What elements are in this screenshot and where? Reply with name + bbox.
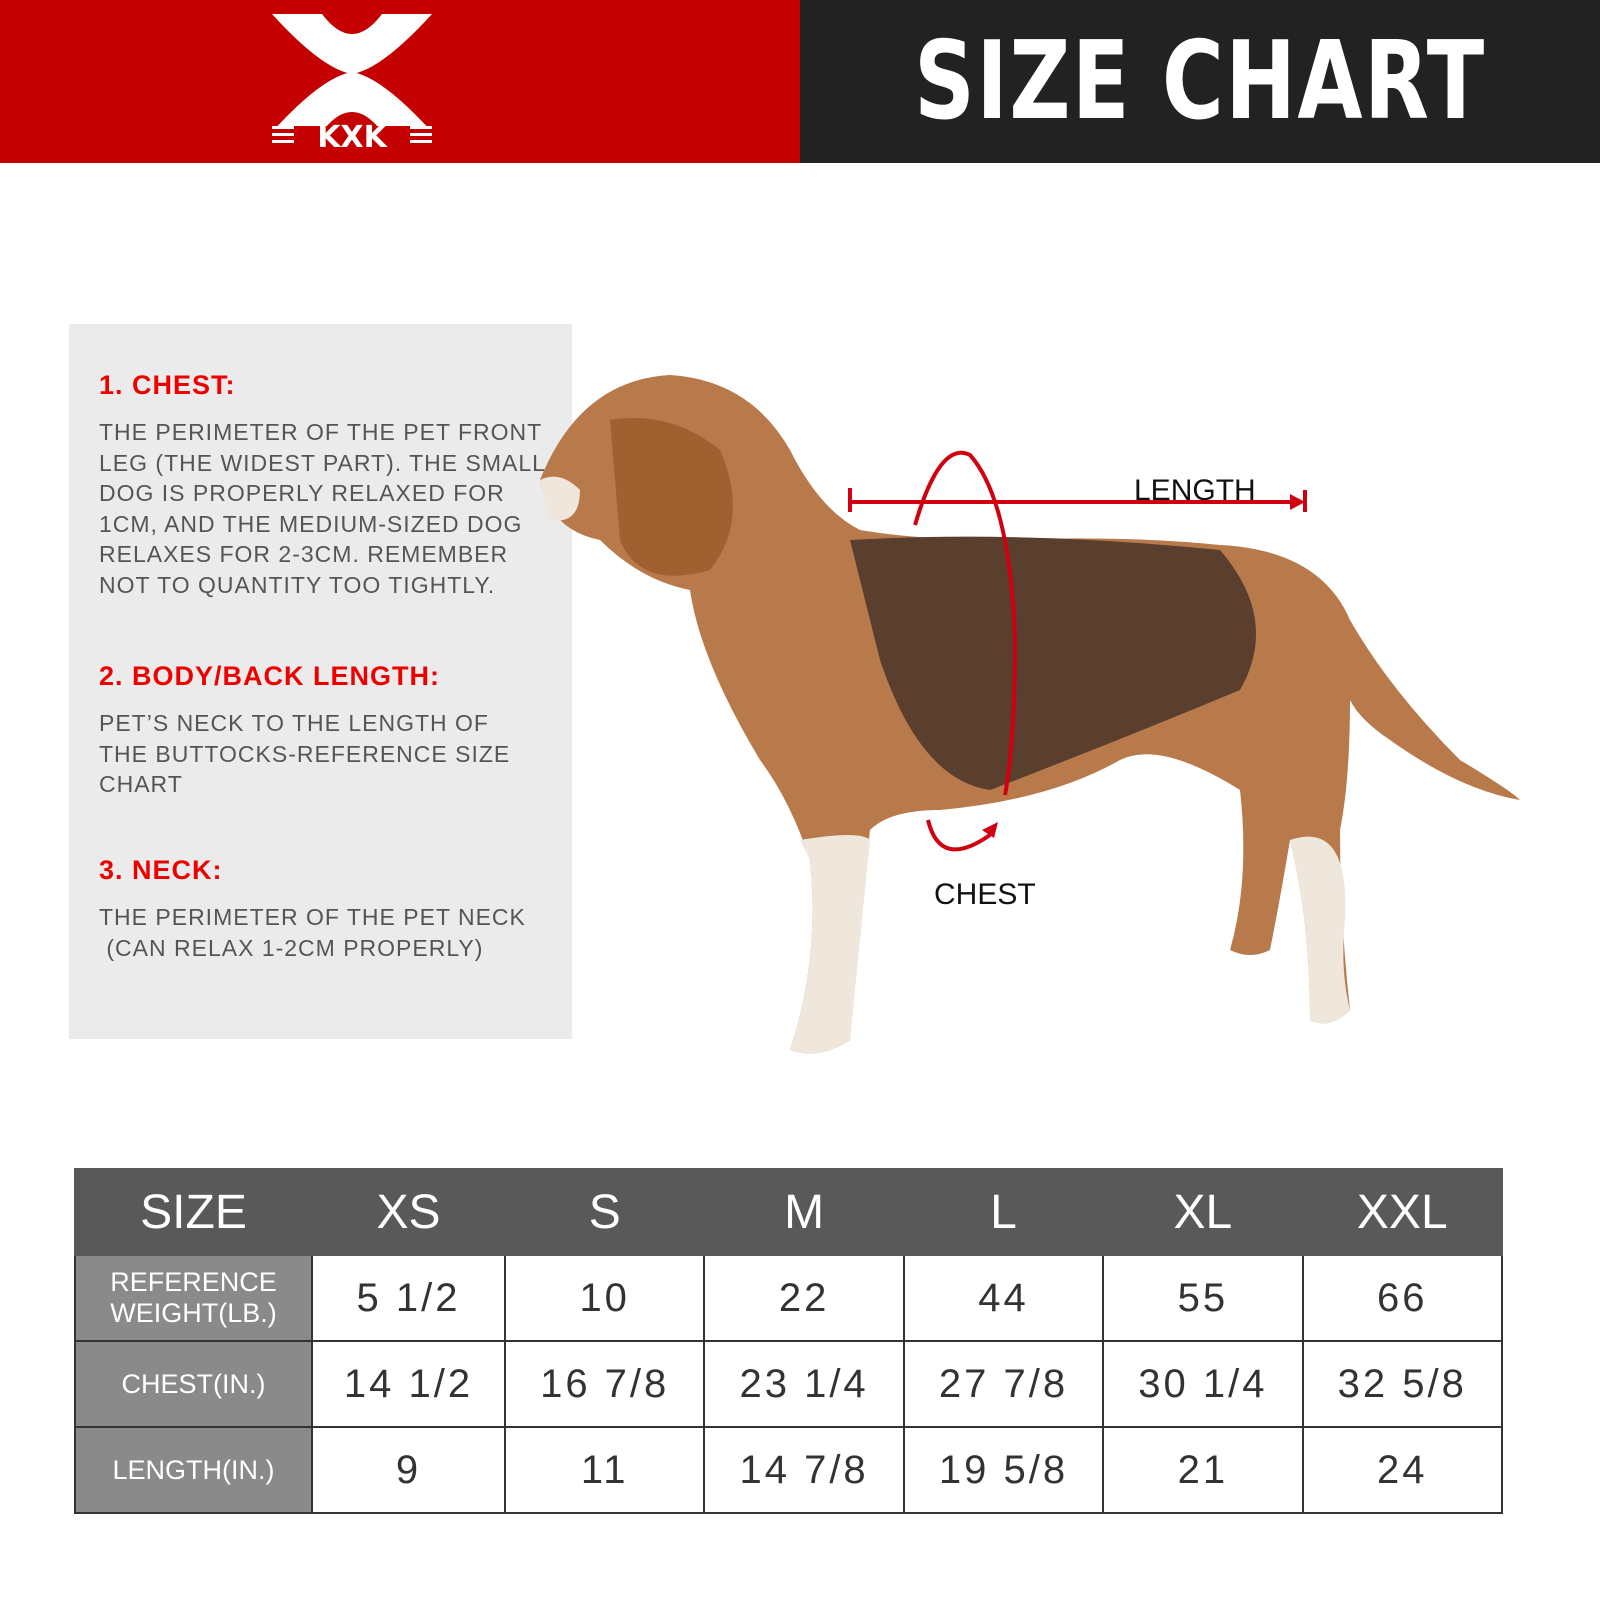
table-cell: 22 <box>703 1254 905 1342</box>
length-label: LENGTH <box>1134 474 1256 507</box>
table-cell: 44 <box>902 1254 1105 1342</box>
beagle-illustration <box>540 375 1520 1054</box>
length-description: PET’S NECK TO THE LENGTH OF THE BUTTOCKS… <box>99 710 511 797</box>
table-cell: 14 7/8 <box>703 1426 905 1514</box>
table-cell: 55 <box>1102 1254 1304 1342</box>
header-size: SIZE <box>74 1168 313 1256</box>
kxk-logo: KXK <box>272 14 432 154</box>
table-cell: 23 1/4 <box>703 1340 905 1428</box>
header-title-area <box>800 0 1600 163</box>
table-header-row: SIZE XS S M L XL XXL <box>74 1168 1504 1256</box>
table-row-weight: REFERENCE WEIGHT(LB.) 5 1/2 10 22 44 55 … <box>74 1254 1504 1342</box>
chest-label: CHEST <box>934 878 1036 911</box>
table-cell: 11 <box>503 1426 706 1514</box>
table-cell: 9 <box>311 1426 506 1514</box>
header-m: M <box>703 1168 905 1256</box>
table-cell: 16 7/8 <box>503 1340 706 1428</box>
header-xs: XS <box>311 1168 506 1256</box>
table-cell: 19 5/8 <box>902 1426 1105 1514</box>
table-cell: 27 7/8 <box>902 1340 1105 1428</box>
header-s: S <box>503 1168 706 1256</box>
row-label: CHEST(IN.) <box>74 1340 313 1428</box>
table-cell: 14 1/2 <box>311 1340 506 1428</box>
logo-text: KXK <box>317 120 388 154</box>
table-row-chest: CHEST(IN.) 14 1/2 16 7/8 23 1/4 27 7/8 3… <box>74 1340 1504 1428</box>
header-xl: XL <box>1102 1168 1304 1256</box>
measurement-guide-panel: 1. CHEST: THE PERIMETER OF THE PET FRONT… <box>69 324 572 1039</box>
chest-heading: 1. CHEST: <box>99 370 236 400</box>
header-l: L <box>902 1168 1105 1256</box>
neck-heading: 3. NECK: <box>99 855 223 885</box>
row-label: LENGTH(IN.) <box>74 1426 313 1514</box>
table-cell: 32 5/8 <box>1301 1340 1504 1428</box>
table-cell: 24 <box>1301 1426 1504 1514</box>
size-table: SIZE XS S M L XL XXL REFERENCE WEIGHT(LB… <box>74 1168 1504 1514</box>
table-cell: 21 <box>1102 1426 1304 1514</box>
table-cell: 10 <box>503 1254 706 1342</box>
table-cell: 66 <box>1301 1254 1504 1342</box>
neck-description: THE PERIMETER OF THE PET NECK (CAN RELAX… <box>99 904 526 961</box>
row-label: REFERENCE WEIGHT(LB.) <box>74 1254 313 1342</box>
header-xxl: XXL <box>1301 1168 1504 1256</box>
table-row-length: LENGTH(IN.) 9 11 14 7/8 19 5/8 21 24 <box>74 1426 1504 1514</box>
chest-description: THE PERIMETER OF THE PET FRONT LEG (THE … <box>99 419 546 598</box>
length-heading: 2. BODY/BACK LENGTH: <box>99 661 441 691</box>
table-cell: 5 1/2 <box>311 1254 506 1342</box>
table-cell: 30 1/4 <box>1102 1340 1304 1428</box>
page-title: SIZE CHART <box>914 19 1486 144</box>
